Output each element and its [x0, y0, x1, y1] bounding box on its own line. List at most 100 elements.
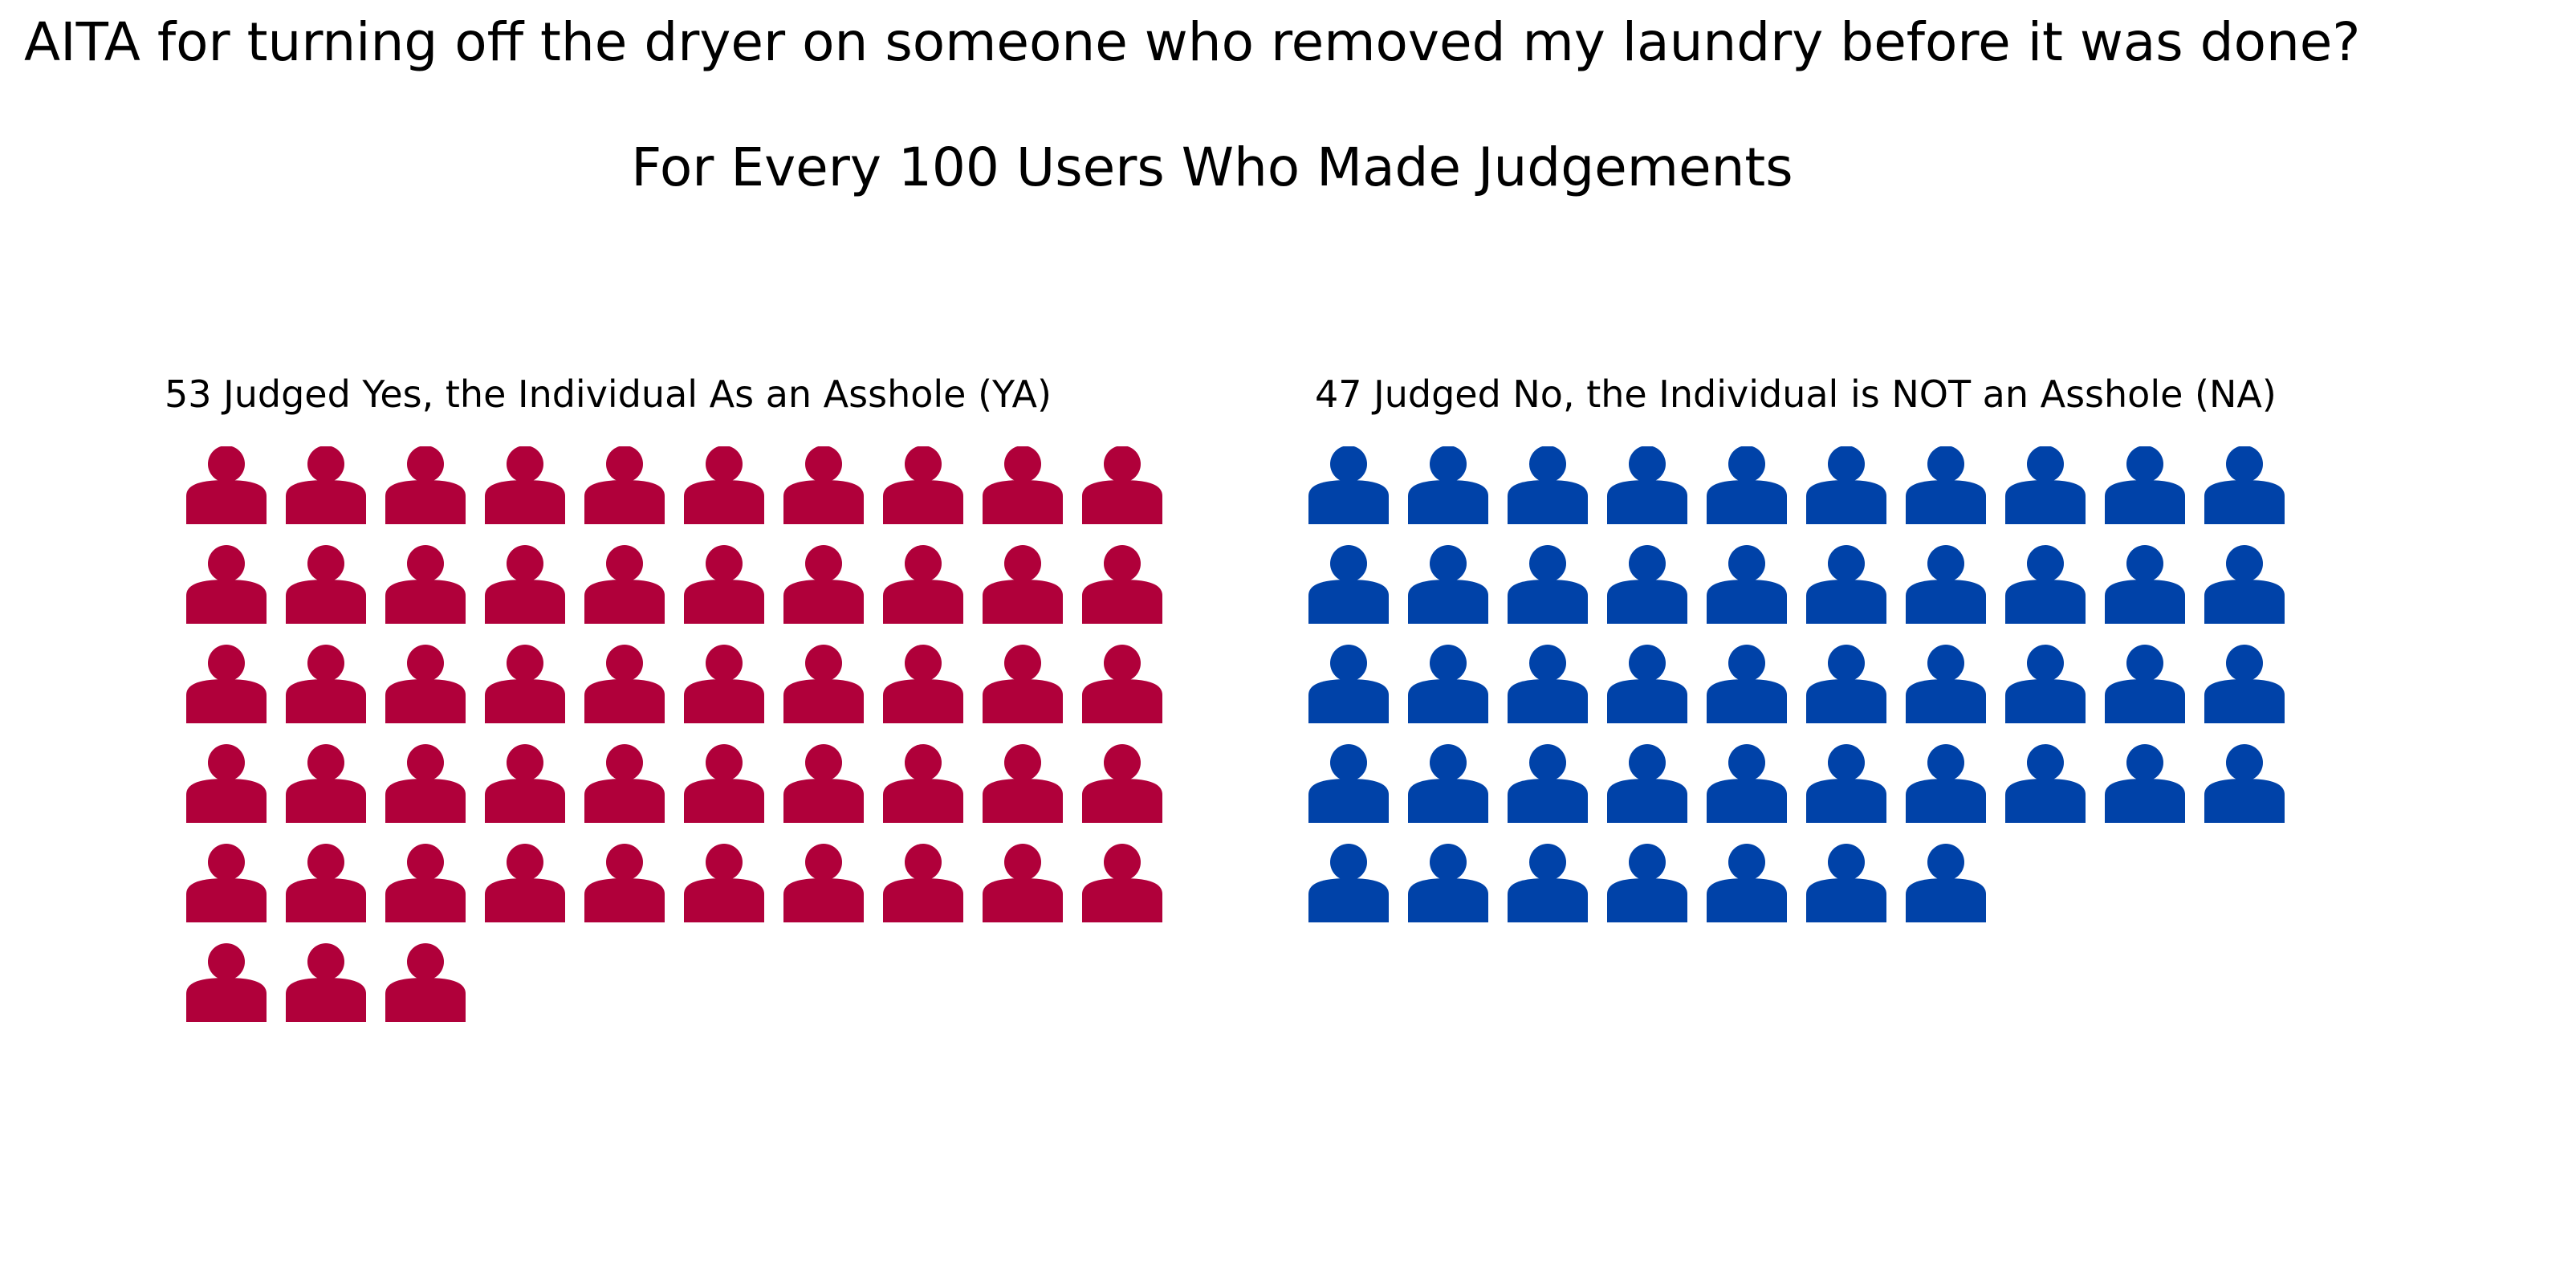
person-icon: [2204, 545, 2285, 624]
person-icon: [2005, 446, 2086, 524]
person-icon: [1508, 844, 1588, 922]
person-icon: [1082, 545, 1162, 624]
person-icon: [983, 446, 1063, 524]
person-icon: [1408, 446, 1488, 524]
person-icon: [783, 844, 864, 922]
person-icon: [1806, 446, 1886, 524]
person-icon: [2105, 446, 2185, 524]
person-icon: [783, 545, 864, 624]
chart-subtitle: For Every 100 Users Who Made Judgements: [631, 136, 1793, 198]
person-icon: [684, 446, 764, 524]
person-icon: [584, 645, 665, 723]
person-icon: [385, 943, 466, 1022]
person-icon: [684, 545, 764, 624]
person-icon: [186, 844, 267, 922]
person-icon: [783, 446, 864, 524]
person-icon: [1906, 744, 1986, 823]
person-icon: [1607, 844, 1687, 922]
person-icon: [1308, 545, 1389, 624]
group-label-na: 47 Judged No, the Individual is NOT an A…: [1315, 372, 2277, 416]
person-icon: [584, 744, 665, 823]
person-icon: [485, 645, 565, 723]
person-icon: [2204, 446, 2285, 524]
person-icon: [1308, 446, 1389, 524]
person-icon: [1082, 446, 1162, 524]
person-icon: [1806, 545, 1886, 624]
person-icon: [584, 545, 665, 624]
person-icon: [1806, 744, 1886, 823]
person-icon: [1607, 446, 1687, 524]
person-icon: [1906, 844, 1986, 922]
person-icon: [584, 844, 665, 922]
person-icon: [186, 446, 267, 524]
person-icon: [983, 844, 1063, 922]
person-icon: [1707, 844, 1787, 922]
person-icon: [883, 744, 963, 823]
person-icon: [883, 645, 963, 723]
person-icon: [186, 943, 267, 1022]
person-icon: [2105, 545, 2185, 624]
person-icon: [2005, 744, 2086, 823]
person-icon: [2105, 744, 2185, 823]
person-icon: [1607, 645, 1687, 723]
icon-grid-na: [1308, 446, 2285, 922]
person-icon: [2105, 645, 2185, 723]
person-icon: [1308, 645, 1389, 723]
chart-title: AITA for turning off the dryer on someon…: [24, 11, 2361, 73]
person-icon: [1508, 446, 1588, 524]
person-icon: [783, 744, 864, 823]
person-icon: [684, 744, 764, 823]
person-icon: [1308, 744, 1389, 823]
person-icon: [1707, 545, 1787, 624]
person-icon: [485, 744, 565, 823]
person-icon: [2204, 645, 2285, 723]
person-icon: [186, 545, 267, 624]
person-icon: [1906, 545, 1986, 624]
person-icon: [1707, 645, 1787, 723]
person-icon: [883, 545, 963, 624]
person-icon: [286, 446, 366, 524]
person-icon: [186, 645, 267, 723]
group-label-ya: 53 Judged Yes, the Individual As an Assh…: [165, 372, 1052, 416]
person-icon: [2005, 545, 2086, 624]
person-icon: [684, 844, 764, 922]
person-icon: [983, 645, 1063, 723]
person-icon: [883, 844, 963, 922]
person-icon: [1508, 545, 1588, 624]
person-icon: [684, 645, 764, 723]
person-icon: [584, 446, 665, 524]
person-icon: [286, 545, 366, 624]
person-icon: [1806, 645, 1886, 723]
person-icon: [286, 744, 366, 823]
person-icon: [385, 446, 466, 524]
person-icon: [385, 744, 466, 823]
person-icon: [385, 844, 466, 922]
person-icon: [485, 545, 565, 624]
person-icon: [983, 744, 1063, 823]
person-icon: [1508, 645, 1588, 723]
person-icon: [883, 446, 963, 524]
person-icon: [1408, 844, 1488, 922]
person-icon: [983, 545, 1063, 624]
person-icon: [1308, 844, 1389, 922]
person-icon: [1906, 446, 1986, 524]
person-icon: [286, 645, 366, 723]
person-icon: [1607, 545, 1687, 624]
person-icon: [1408, 645, 1488, 723]
person-icon: [783, 645, 864, 723]
person-icon: [1707, 446, 1787, 524]
person-icon: [286, 844, 366, 922]
person-icon: [1082, 844, 1162, 922]
person-icon: [485, 446, 565, 524]
person-icon: [1607, 744, 1687, 823]
person-icon: [286, 943, 366, 1022]
person-icon: [1806, 844, 1886, 922]
person-icon: [385, 645, 466, 723]
person-icon: [2204, 744, 2285, 823]
person-icon: [186, 744, 267, 823]
person-icon: [1082, 744, 1162, 823]
person-icon: [1508, 744, 1588, 823]
person-icon: [385, 545, 466, 624]
person-icon: [1082, 645, 1162, 723]
person-icon: [2005, 645, 2086, 723]
